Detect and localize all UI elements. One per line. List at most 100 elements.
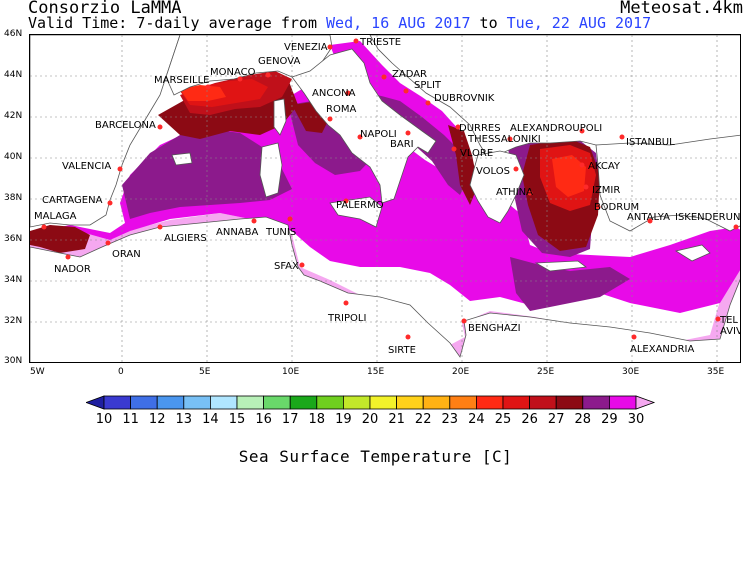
city-label: VLORE [460, 148, 493, 159]
land-north-africa [30, 216, 740, 362]
lon-label: 0 [118, 367, 124, 377]
colorbar-labels: 10 11 12 13 14 15 16 17 18 19 20 21 22 23 24 25 26 27 28 29… [96, 412, 645, 427]
sst-25-gulf-of-lion [180, 85, 226, 101]
colorbar-tick-label: 30 [628, 412, 645, 427]
colorbar-cell [103, 395, 132, 410]
city-label: MALAGA [34, 211, 77, 222]
colorbar-cell [609, 395, 637, 410]
colorbar-cell [582, 395, 610, 410]
end-date: Tue, 22 AUG 2017 [506, 14, 652, 32]
colorbar-over-arrow [635, 395, 656, 410]
lon-label: 5W [30, 367, 45, 377]
land-balearics [171, 152, 193, 166]
city-label: ROMA [326, 104, 356, 115]
colorbar-cell [502, 395, 531, 410]
lon-label: 5E [199, 367, 211, 377]
city-label: AVIV [720, 326, 741, 337]
colorbar-tick-label: 13 [176, 412, 193, 427]
product-name: Meteosat.4km [620, 0, 743, 18]
start-date: Wed, 16 AUG 2017 [326, 14, 471, 32]
city-label: THESSALONIKI [467, 134, 541, 145]
land-italy [291, 48, 437, 204]
city-label: SPLIT [414, 80, 442, 91]
city-label: MONACO [210, 67, 256, 78]
colorbar-tick-label: 20 [362, 412, 379, 427]
city-label: ALGIERS [164, 233, 207, 244]
colorbar-cell [449, 395, 477, 410]
colorbar-tick-label: 11 [122, 412, 139, 427]
lat-label: 40N [4, 152, 23, 162]
colorbar-tick-label: 19 [335, 412, 352, 427]
lat-label: 42N [4, 111, 23, 121]
colorbar-cell [263, 395, 291, 410]
legend-unit-label: Sea Surface Temperature [C] [238, 447, 513, 466]
colorbar-tick-label: 22 [415, 412, 432, 427]
colorbar-under-arrow [86, 395, 105, 410]
sst-25-aegean [552, 155, 586, 197]
city-label: GENOVA [258, 56, 300, 67]
lat-label: 32N [4, 316, 23, 326]
colorbar-tick-label: 17 [282, 412, 299, 427]
lon-label: 10E [282, 367, 300, 377]
city-label: IZMIR [592, 185, 620, 196]
brand-title: Consorzio LaMMA [28, 0, 182, 18]
valid-time-line: Valid Time: 7-daily average from Wed, 16… [28, 14, 651, 32]
colorbar-cell [156, 395, 185, 410]
colorbar-cell [475, 395, 504, 410]
city-label: DUBROVNIK [434, 93, 495, 104]
lon-label: 15E [367, 367, 385, 377]
colorbar-tick-label: 27 [548, 412, 565, 427]
colorbar-tick-label: 14 [202, 412, 219, 427]
valid-time-prefix: Valid Time: 7-daily average from [28, 14, 317, 32]
city-label: SIRTE [388, 345, 416, 356]
city-label: ANTALYA [627, 212, 670, 223]
colorbar-tick-label: 18 [309, 412, 326, 427]
colorbar-tick-label: 26 [521, 412, 538, 427]
land-sardinia [259, 142, 283, 198]
colorbar-tick-label: 15 [229, 412, 246, 427]
city-label: ALEXANDROUPOLI [510, 123, 602, 134]
city-label: ORAN [112, 249, 141, 260]
city-label: MARSEILLE [154, 75, 210, 86]
city-label: ZADAR [392, 69, 427, 80]
lat-label: 30N [4, 356, 23, 366]
colorbar-cell [555, 395, 584, 410]
lon-label: 30E [622, 367, 640, 377]
city-label: BENGHAZI [468, 323, 521, 334]
land-crete [534, 260, 588, 272]
colorbar-cell [130, 395, 158, 410]
lat-label: 38N [4, 193, 23, 203]
land-france-italy [165, 35, 333, 96]
colorbar-tick-label: 29 [601, 412, 618, 427]
city-label: VOLOS [476, 166, 510, 177]
colorbar-cells [86, 395, 656, 410]
city-label: ALEXANDRIA [630, 344, 695, 355]
city-label: ISKENDERUN [675, 212, 740, 223]
city-label: AKCAY [588, 161, 621, 172]
sst-28-alboran [30, 225, 90, 253]
sst-map: VENEZIA TRIESTE MONACO GENOVA MARSEILLE … [29, 34, 741, 363]
city-label: DURRES [459, 123, 501, 134]
colorbar-cell [422, 395, 451, 410]
city-label: ANNABA [216, 227, 259, 238]
lon-label: 25E [537, 367, 555, 377]
lat-label: 34N [4, 275, 23, 285]
colorbar-cell [183, 395, 211, 410]
city-label: NADOR [54, 264, 91, 275]
colorbar-cell [396, 395, 424, 410]
to-word: to [479, 14, 498, 32]
city-labels: VENEZIA TRIESTE MONACO GENOVA MARSEILLE … [34, 37, 741, 356]
colorbar-tick-label: 16 [255, 412, 272, 427]
city-label: BARCELONA [95, 120, 156, 131]
sst-29-levant [510, 257, 630, 311]
colorbar-cell [529, 395, 557, 410]
colorbar-tick-label: 28 [575, 412, 592, 427]
city-label: CARTAGENA [42, 195, 103, 206]
land-sicily [329, 196, 383, 228]
land-greece [469, 150, 525, 224]
city-label: TUNIS [265, 227, 296, 238]
colorbar-tick-label: 24 [468, 412, 485, 427]
colorbar-cell [316, 395, 344, 410]
city-label: PALERMO [336, 200, 384, 211]
colorbar-tick-label: 25 [495, 412, 512, 427]
